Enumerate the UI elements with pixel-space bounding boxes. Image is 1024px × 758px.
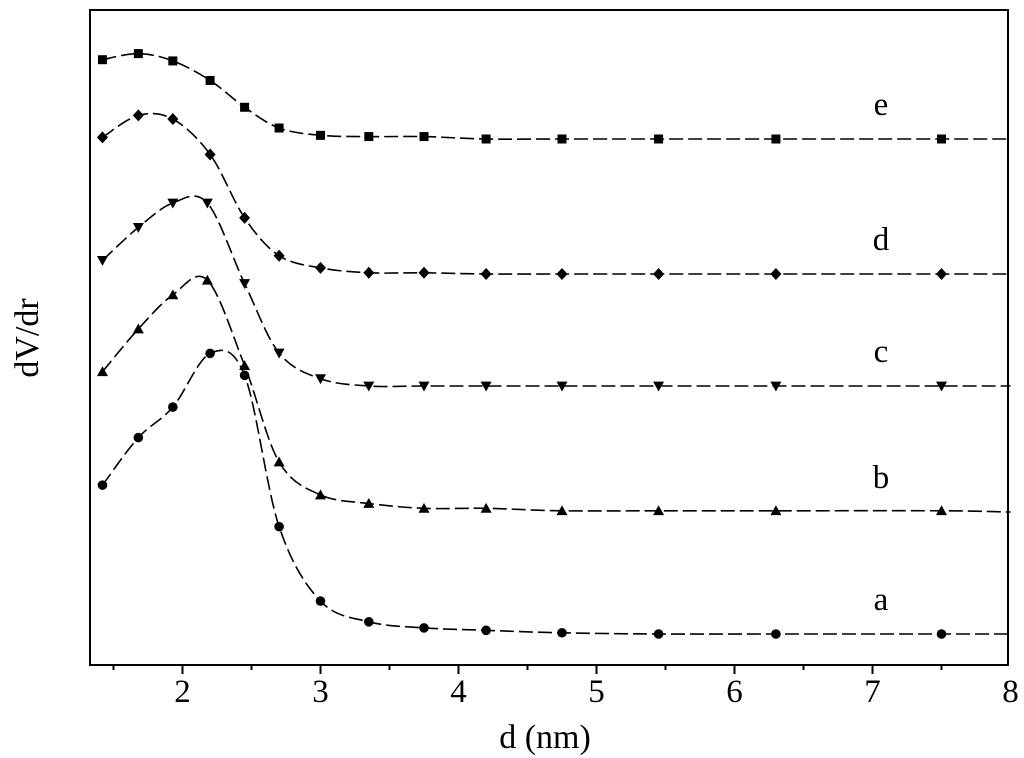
series-a-point: [936, 629, 947, 639]
series-d-point: [167, 113, 179, 126]
series-e-point: [97, 55, 107, 65]
series-c-label: c: [874, 334, 889, 370]
series-a-point: [557, 627, 567, 638]
plot-frame: [89, 9, 1009, 666]
x-tick-label: 6: [726, 674, 743, 710]
series-a-point: [364, 617, 374, 627]
series-c-point: [770, 381, 782, 392]
series-a-point: [205, 348, 215, 359]
series-c-point: [363, 381, 375, 392]
series-b-point: [167, 289, 179, 300]
series-a-point: [133, 432, 144, 443]
series-b-point: [418, 502, 430, 513]
series-b-point: [770, 505, 782, 516]
series-e-point: [481, 134, 491, 144]
series-c-point: [418, 381, 430, 392]
series-c-point: [132, 223, 144, 233]
series-e-point: [937, 134, 946, 144]
series-b-point: [936, 505, 947, 516]
series-b-line: [101, 275, 1011, 513]
series-b-point: [239, 360, 251, 370]
series-d-point: [96, 131, 108, 144]
series-e-point: [274, 123, 284, 133]
series-b-label: b: [873, 460, 890, 496]
series-c-point: [201, 198, 213, 209]
series-a-point: [97, 480, 108, 490]
series-b-point: [653, 505, 665, 516]
series-c-point: [96, 255, 108, 266]
series-d-point: [770, 268, 782, 280]
series-d-point: [363, 266, 375, 279]
series-e-point: [771, 134, 781, 144]
series-e-point: [240, 102, 250, 112]
series-a-point: [274, 521, 284, 532]
series-e-point: [168, 56, 178, 66]
series-c-point: [653, 381, 665, 392]
series-d-label: d: [873, 222, 890, 258]
x-tick-label: 5: [588, 674, 605, 710]
x-axis-label: d (nm): [499, 719, 591, 756]
series-d-point: [204, 148, 216, 161]
series-layer: a b c d e: [96, 49, 1011, 639]
series-e-point: [364, 132, 374, 142]
series-d-point: [273, 249, 285, 262]
series-d-point: [556, 268, 568, 280]
series-d-point: [132, 109, 144, 122]
series-c-point: [936, 381, 947, 392]
series-c: c: [96, 195, 1011, 392]
series-e-point: [133, 49, 143, 59]
series-a-point: [315, 596, 326, 606]
series-d-point: [936, 268, 947, 280]
series-e: e: [97, 49, 1011, 144]
series-b-point: [556, 505, 568, 516]
x-tick-label: 2: [174, 674, 191, 710]
series-a-point: [771, 629, 781, 639]
series-e-point: [654, 134, 664, 144]
series-b-point: [132, 323, 144, 334]
series-a-point: [168, 402, 178, 412]
series-e-point: [316, 130, 325, 140]
series-b-point: [273, 456, 285, 467]
series-c-point: [167, 198, 179, 209]
series-a-point: [419, 623, 429, 633]
series-d-point: [418, 266, 430, 279]
x-tick-label: 8: [1002, 674, 1019, 710]
series-d-point: [239, 211, 251, 224]
series-d: d: [96, 109, 1011, 280]
x-tick-label: 3: [312, 674, 329, 710]
x-tick-label: 4: [450, 674, 467, 710]
series-b-point: [201, 274, 213, 285]
series-c-point: [480, 381, 492, 392]
series-e-label: e: [874, 87, 889, 123]
x-axis: 2 3 4 5 6 7 8: [112, 665, 1019, 710]
series-a: a: [97, 348, 1011, 639]
series-b-point: [96, 366, 108, 377]
series-a-point: [481, 625, 491, 636]
series-d-point: [653, 268, 665, 280]
series-b-point: [363, 497, 375, 508]
series-c-point: [315, 374, 326, 385]
series-a-point: [653, 629, 664, 639]
series-b-point: [315, 489, 326, 500]
series-a-label: a: [874, 582, 889, 618]
series-c-point: [273, 348, 285, 359]
series-c-point: [556, 381, 568, 392]
series-b: b: [96, 274, 1011, 516]
series-d-point: [315, 261, 326, 274]
series-c-point: [239, 279, 251, 290]
x-tick-label: 7: [864, 674, 881, 710]
series-e-point: [419, 132, 429, 142]
series-d-point: [480, 268, 492, 280]
series-b-point: [480, 502, 492, 513]
series-e-point: [557, 134, 567, 144]
y-axis-label: dV/dr: [9, 298, 46, 378]
series-e-point: [205, 75, 215, 85]
